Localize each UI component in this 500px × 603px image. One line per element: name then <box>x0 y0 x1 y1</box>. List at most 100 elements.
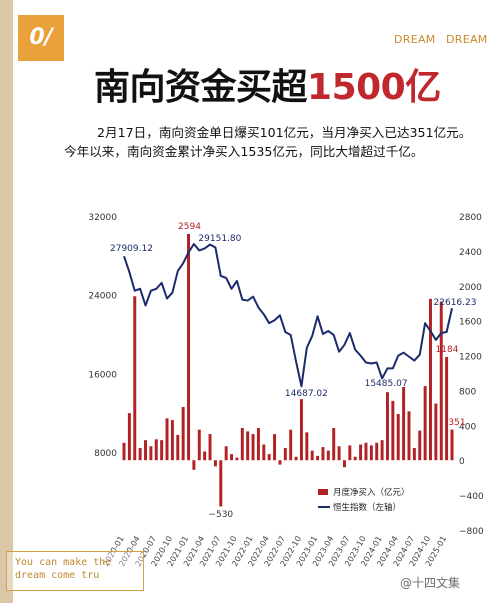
bar-mark <box>332 427 336 461</box>
chart-legend: 月度净买入（亿元） 恒生指数（左轴） <box>318 487 410 513</box>
bar-mark <box>224 446 228 461</box>
left-tick-label: 32000 <box>88 213 117 223</box>
right-tick-label: 0 <box>459 457 465 467</box>
bar-series <box>122 233 454 507</box>
right-tick-label: −400 <box>459 492 484 502</box>
bar-mark <box>122 442 126 461</box>
bar-mark <box>337 446 341 461</box>
bar-mark <box>380 440 384 461</box>
left-tick-label: 24000 <box>88 292 117 302</box>
bar-mark <box>213 460 217 467</box>
bar-mark <box>407 411 411 461</box>
brand-label-1: DREAM <box>394 33 436 46</box>
bar-mark <box>138 448 142 461</box>
bar-mark <box>434 403 438 461</box>
bar-mark <box>256 427 260 461</box>
bar-mark <box>342 460 346 468</box>
bar-mark <box>154 439 158 461</box>
line-series <box>123 243 453 388</box>
headline-number: 1500亿 <box>307 67 441 108</box>
legend-line-label: 恒生指数（左轴） <box>333 502 401 513</box>
right-tick-label: −800 <box>459 527 484 537</box>
bar-mark <box>240 427 244 461</box>
bar-mark <box>278 460 282 465</box>
right-axis-ticks: 2800 2400 2000 1600 1200 800 400 0 −400 −800 <box>459 213 484 537</box>
bar-mark <box>160 440 164 461</box>
stamp-line-1: You can make the <box>15 557 112 568</box>
bar-mark <box>144 440 147 461</box>
legend-bar-label: 月度净买入（亿元） <box>333 487 410 498</box>
bar-mark <box>321 447 325 461</box>
bar-mark <box>149 446 153 461</box>
legend-bar-swatch <box>318 489 328 495</box>
bar-mark <box>359 444 363 461</box>
right-tick-label: 2000 <box>459 283 482 293</box>
bar-mark <box>429 298 432 461</box>
value-label: 2594 <box>178 222 201 232</box>
subtitle-line-2: 今年以来，南向资金累计净买入1535亿元，同比大增超过千亿。 <box>64 144 424 159</box>
value-label: 27909.12 <box>110 244 153 254</box>
right-tick-label: 1600 <box>459 318 482 328</box>
bar-mark <box>423 386 427 461</box>
bar-mark <box>412 448 416 461</box>
bar-mark <box>251 434 255 461</box>
bar-mark <box>181 407 185 461</box>
value-label: 14687.02 <box>285 389 328 399</box>
value-label: 29151.80 <box>198 234 241 244</box>
left-axis-ticks: 32000 24000 16000 8000 <box>88 213 117 459</box>
stamp-line-2: dream come tru <box>15 570 100 581</box>
bar-mark <box>369 445 373 461</box>
bar-mark <box>262 444 266 461</box>
bar-mark <box>445 356 449 461</box>
right-tick-label: 2400 <box>459 248 482 258</box>
bar-mark <box>326 450 330 461</box>
bar-mark <box>299 399 303 461</box>
bar-mark <box>439 301 443 461</box>
value-label: 15485.07 <box>365 379 408 389</box>
value-label: 22616.23 <box>434 298 477 308</box>
bar-mark <box>305 432 309 461</box>
bar-mark <box>294 456 298 461</box>
bar-mark <box>375 442 379 461</box>
right-tick-label: 1200 <box>459 353 482 363</box>
bar-mark <box>348 445 352 461</box>
bar-mark <box>187 233 191 461</box>
bar-mark <box>235 457 239 461</box>
bar-mark <box>353 456 357 461</box>
left-tick-label: 8000 <box>94 449 117 459</box>
bar-mark <box>127 413 131 461</box>
bar-mark <box>450 429 454 461</box>
bar-mark <box>176 434 180 461</box>
bar-mark <box>391 400 395 461</box>
bar-mark <box>386 392 389 461</box>
right-tick-label: 800 <box>459 387 476 397</box>
bar-mark <box>133 296 137 461</box>
headline: 南向资金买超1500亿 <box>94 58 441 110</box>
bar-mark <box>402 386 406 461</box>
bar-mark <box>289 429 293 461</box>
bar-mark <box>219 460 223 507</box>
x-axis-ticks: 2020-012020-042020-072020-102021-012021-… <box>101 535 448 568</box>
bar-mark <box>246 431 250 461</box>
bar-mark <box>273 434 277 461</box>
hsi-line <box>123 243 453 388</box>
value-label: 351 <box>448 418 465 428</box>
watermark: @十四文集 <box>400 576 461 590</box>
bar-mark <box>165 418 169 461</box>
bar-mark <box>364 442 368 461</box>
headline-text: 南向资金买超 <box>94 67 308 108</box>
bar-mark <box>283 448 287 461</box>
bar-mark <box>396 413 400 461</box>
bar-mark <box>267 454 271 461</box>
bar-mark <box>170 420 174 461</box>
brand-label-2: DREAM <box>446 33 488 46</box>
bar-mark <box>203 451 207 461</box>
bar-mark <box>418 430 422 461</box>
right-tick-label: 2800 <box>459 213 482 223</box>
section-badge: 0/ <box>18 15 64 61</box>
bar-mark <box>230 454 234 461</box>
bar-mark <box>208 434 212 461</box>
right-tick-label: 400 <box>459 422 476 432</box>
bar-mark <box>197 429 201 461</box>
